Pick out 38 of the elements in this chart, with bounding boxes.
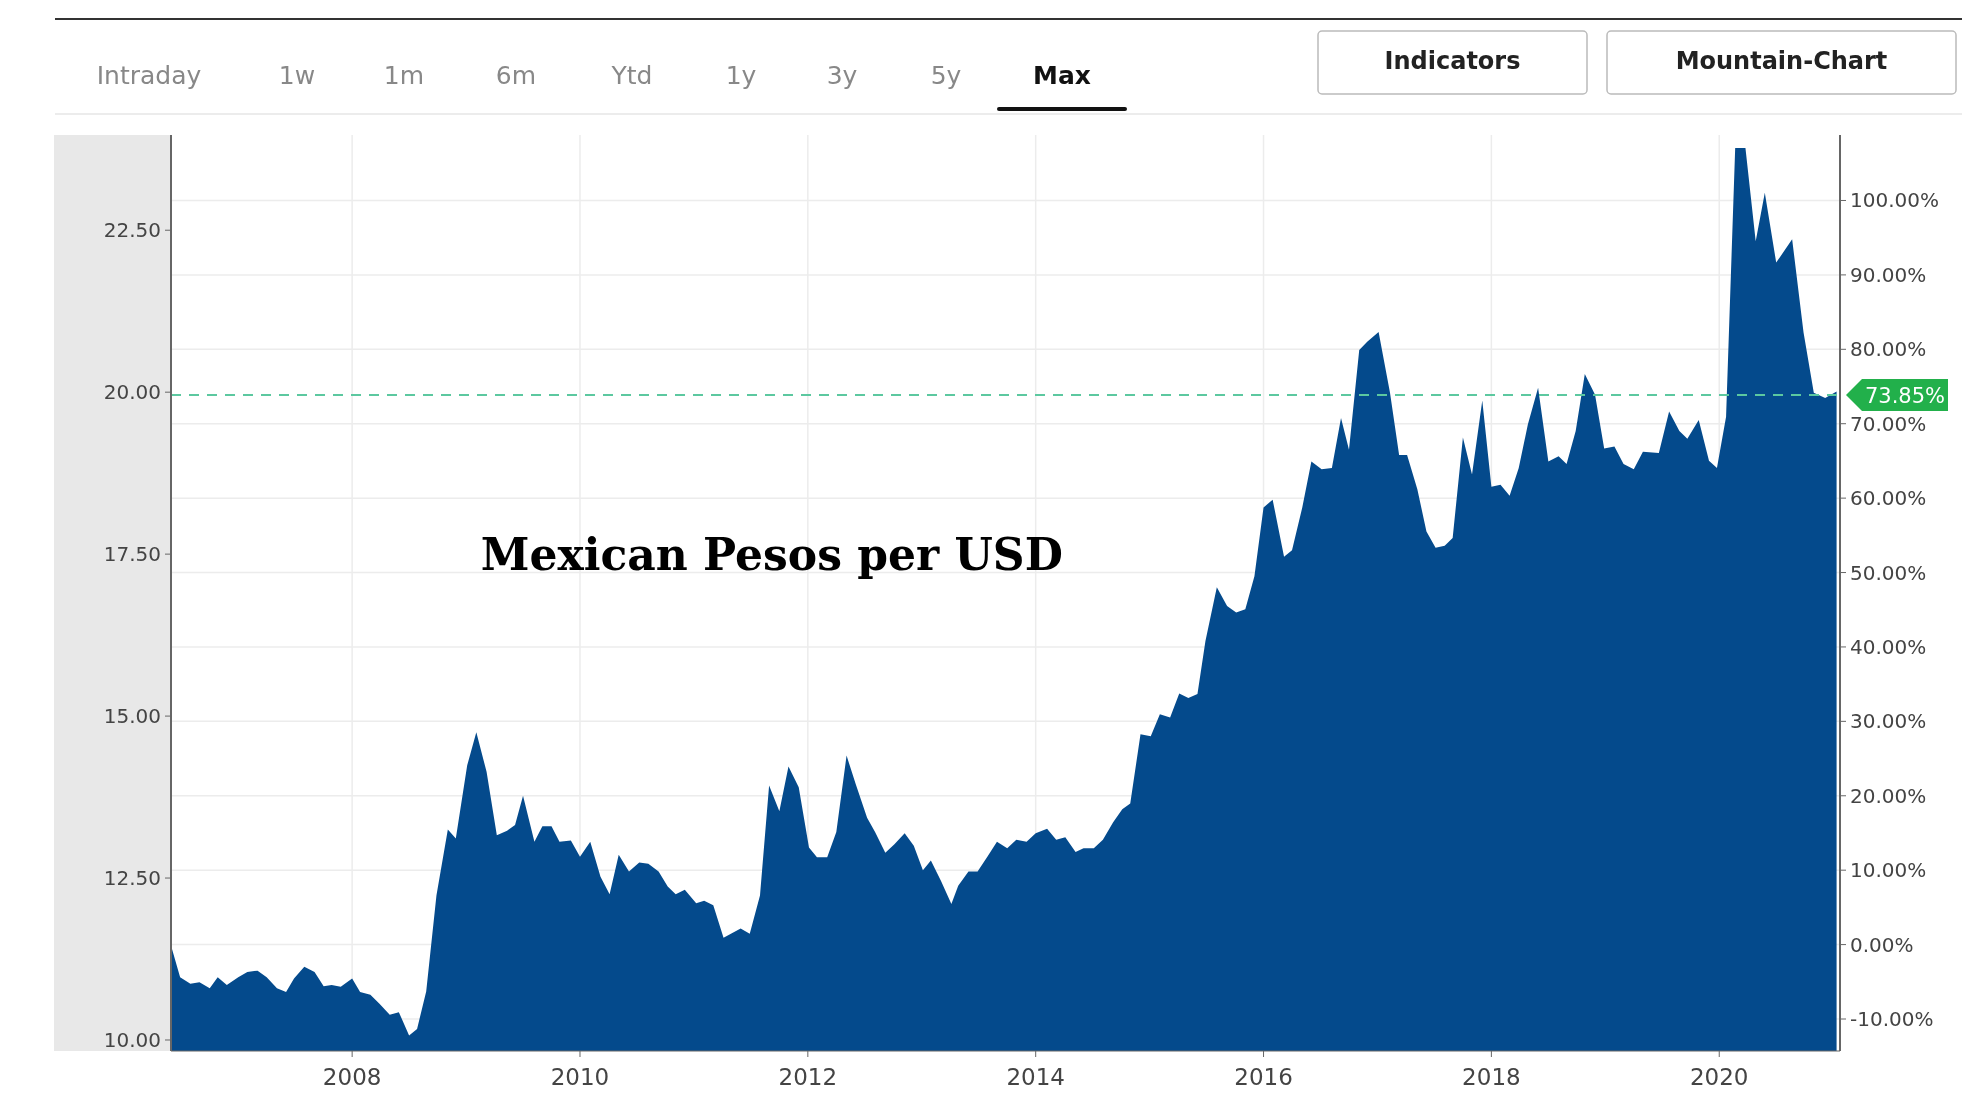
- y2-tick-label: 80.00%: [1850, 337, 1927, 362]
- x-tick-label: 2014: [1006, 1064, 1065, 1090]
- y2-tick-label: -10.00%: [1850, 1007, 1934, 1031]
- text: Mountain-Chart: [1675, 47, 1888, 75]
- text: Mexican Pesos per USD: [480, 529, 1063, 580]
- y2-tick-label: 40.00%: [1850, 634, 1927, 659]
- text: 1m: [383, 61, 425, 90]
- y2-tick-label: 70.00%: [1850, 411, 1927, 436]
- y-tick-label: 17.50: [103, 542, 161, 567]
- x-tick-label: 2016: [1234, 1064, 1293, 1090]
- y2-tick-label: 20.00%: [1850, 783, 1927, 808]
- x-tick-label: 2020: [1689, 1064, 1749, 1090]
- text: Max: [1033, 61, 1091, 90]
- text: 3y: [826, 61, 858, 90]
- y2-tick-label: 30.00%: [1850, 709, 1927, 734]
- y-tick-label: 22.50: [103, 218, 161, 243]
- text: Intraday: [96, 61, 202, 90]
- y2-tick-label: 100.00%: [1850, 188, 1939, 213]
- y2-tick-label: 60.00%: [1850, 486, 1927, 511]
- y2-tick-label: 50.00%: [1850, 560, 1927, 585]
- x-tick-label: 2018: [1462, 1064, 1521, 1090]
- y-tick-label: 10.00: [103, 1027, 161, 1052]
- text: 5y: [930, 61, 962, 90]
- y-tick-label: 15.00: [103, 704, 161, 729]
- text: 1y: [725, 61, 757, 90]
- x-tick-label: 2012: [778, 1064, 838, 1090]
- y2-tick-label: 10.00%: [1850, 858, 1927, 883]
- x-tick-label: 2010: [550, 1064, 610, 1090]
- y2-tick-label: 0.00%: [1850, 932, 1914, 957]
- y-tick-label: 12.50: [103, 866, 161, 891]
- text: Ytd: [610, 61, 653, 90]
- y2-tick-label: 90.00%: [1850, 262, 1927, 287]
- y-tick-label: 20.00: [103, 380, 161, 405]
- ref-line-label: 73.85%: [1864, 384, 1946, 409]
- x-tick-label: 2008: [322, 1064, 382, 1090]
- text: Indicators: [1384, 47, 1521, 75]
- text: 1w: [278, 61, 316, 90]
- text: 6m: [495, 61, 537, 90]
